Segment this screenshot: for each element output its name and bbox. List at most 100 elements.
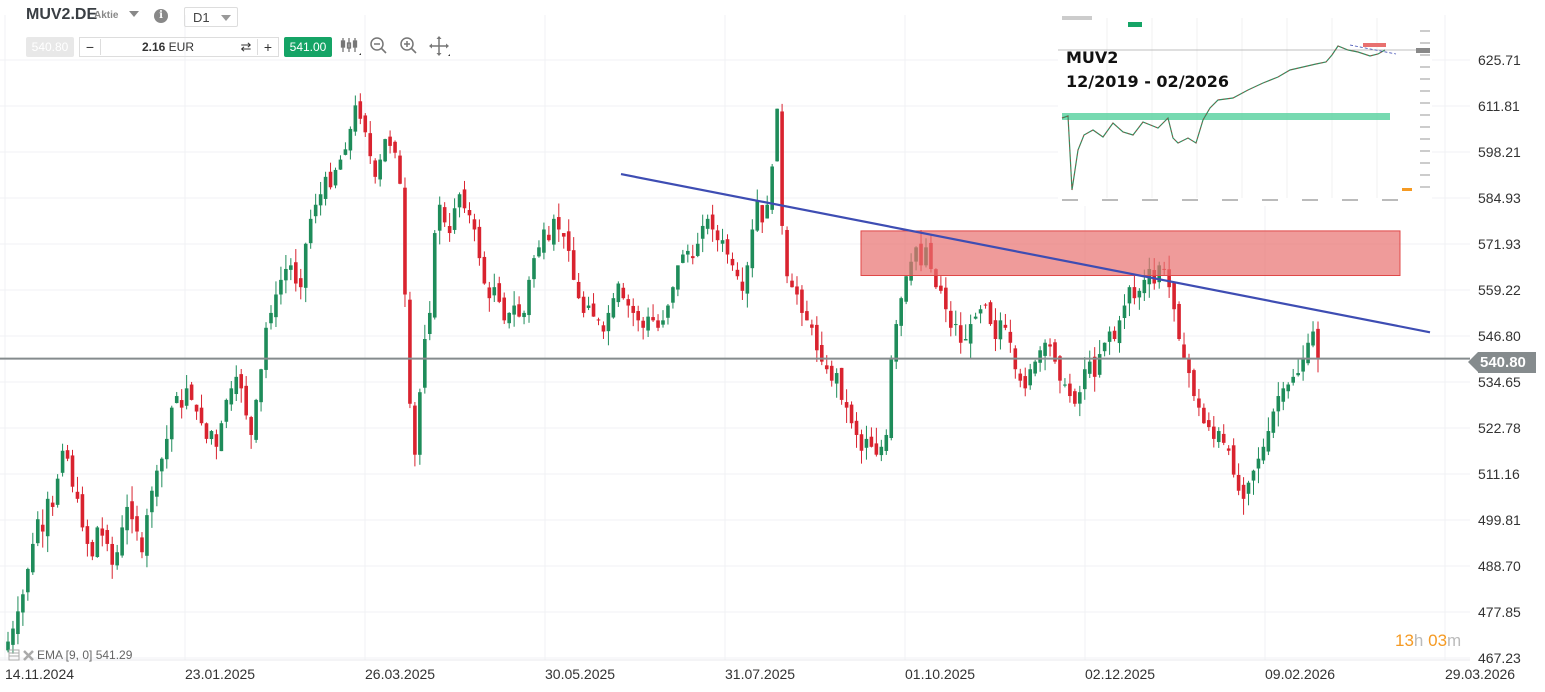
candle: [437, 196, 442, 245]
candle: [656, 314, 660, 332]
candle: [616, 281, 621, 307]
candle: [482, 251, 487, 285]
candle: [695, 232, 700, 258]
candle: [462, 180, 467, 213]
candle: [353, 95, 358, 136]
decrease-button[interactable]: −: [80, 39, 101, 55]
candle: [442, 202, 447, 227]
date-tick-label: 26.03.2025: [365, 666, 436, 682]
sell-button[interactable]: 540.80: [26, 37, 74, 57]
candle: [859, 429, 864, 464]
candle: [621, 282, 626, 300]
price-tick-label: 499.81: [1478, 511, 1521, 528]
candle: [973, 312, 978, 320]
candle: [427, 301, 432, 341]
swap-units-icon[interactable]: ⇄: [240, 39, 252, 54]
candle: [854, 412, 859, 448]
candle: [666, 304, 670, 325]
last-price-label: 540.80: [1468, 352, 1536, 373]
candle-countdown: 13h 03m: [1395, 631, 1461, 651]
candle: [899, 296, 903, 337]
candle: [581, 291, 586, 318]
countdown-minutes: 03: [1428, 631, 1448, 650]
info-icon[interactable]: i: [154, 9, 168, 23]
candle: [179, 389, 184, 419]
candle: [631, 298, 636, 327]
quantity-input[interactable]: 2.16 EUR: [101, 40, 235, 54]
candle: [130, 486, 134, 534]
candle: [1028, 363, 1032, 390]
increase-button[interactable]: +: [257, 39, 278, 55]
candle: [1286, 382, 1291, 399]
candle: [308, 209, 313, 249]
timeframe-select[interactable]: D1: [184, 7, 238, 27]
candle: [432, 230, 437, 320]
inset-title-period: 12/2019 - 02/2026: [1066, 72, 1230, 91]
symbol-dropdown-icon[interactable]: [129, 11, 139, 17]
inset-title-symbol: MUV2: [1066, 48, 1119, 67]
candle: [775, 108, 779, 162]
candle: [303, 242, 308, 303]
candle: [487, 281, 492, 312]
candle: [358, 93, 363, 125]
price-tick-label: 546.80: [1478, 328, 1521, 344]
candle: [1033, 359, 1037, 377]
indicator-settings-icon[interactable]: [8, 649, 20, 661]
candle: [35, 511, 40, 547]
candle: [571, 237, 576, 281]
candle: [363, 113, 368, 137]
candle: [160, 457, 164, 488]
candle: [105, 524, 110, 552]
candle: [502, 292, 507, 325]
quantity-value: 2.16: [141, 40, 166, 54]
countdown-minutes-unit: m: [1447, 631, 1462, 650]
candle: [164, 425, 169, 469]
candle: [1058, 355, 1062, 394]
candle: [328, 162, 333, 190]
candle: [963, 324, 968, 341]
date-tick-label: 02.12.2025: [1085, 666, 1156, 682]
candle: [591, 293, 596, 317]
candle: [1261, 438, 1266, 465]
candle: [790, 273, 794, 288]
buy-button[interactable]: 541.00: [284, 37, 332, 57]
candle: [408, 291, 412, 409]
candle: [686, 244, 690, 263]
quantity-stepper[interactable]: − 2.16 EUR ⇄ +: [79, 37, 279, 57]
remove-indicator-icon[interactable]: [23, 649, 34, 661]
chart-type-icon[interactable]: [339, 35, 361, 57]
candle: [879, 439, 884, 462]
countdown-hours-unit: h: [1413, 631, 1424, 650]
candle: [50, 495, 55, 516]
candle: [169, 405, 174, 452]
candle: [755, 189, 760, 232]
candle: [1207, 412, 1211, 431]
candle: [239, 368, 244, 403]
candle: [135, 505, 139, 541]
candle: [661, 310, 665, 328]
trendline[interactable]: [620, 173, 1431, 334]
countdown-hours: 13: [1395, 631, 1414, 650]
candle: [259, 368, 263, 412]
candle: [284, 254, 288, 294]
candle: [968, 314, 973, 359]
zoom-in-icon[interactable]: [398, 35, 420, 57]
ema-label: EMA [9, 0] 541.29: [37, 648, 133, 662]
candle: [224, 398, 229, 429]
candle: [298, 268, 303, 300]
candle: [477, 219, 482, 266]
candle: [1177, 301, 1181, 341]
candle: [596, 317, 601, 326]
candle: [95, 525, 100, 558]
candle: [75, 476, 80, 503]
candle: [145, 508, 149, 568]
candle: [1082, 357, 1087, 400]
date-tick-label: 14.11.2024: [5, 666, 75, 682]
candle: [874, 427, 879, 457]
candle: [1221, 424, 1226, 446]
zoom-out-icon[interactable]: [368, 35, 390, 57]
candle: [889, 355, 894, 441]
symbol-name[interactable]: MUV2.DE: [26, 6, 98, 23]
move-icon[interactable]: [428, 35, 450, 57]
